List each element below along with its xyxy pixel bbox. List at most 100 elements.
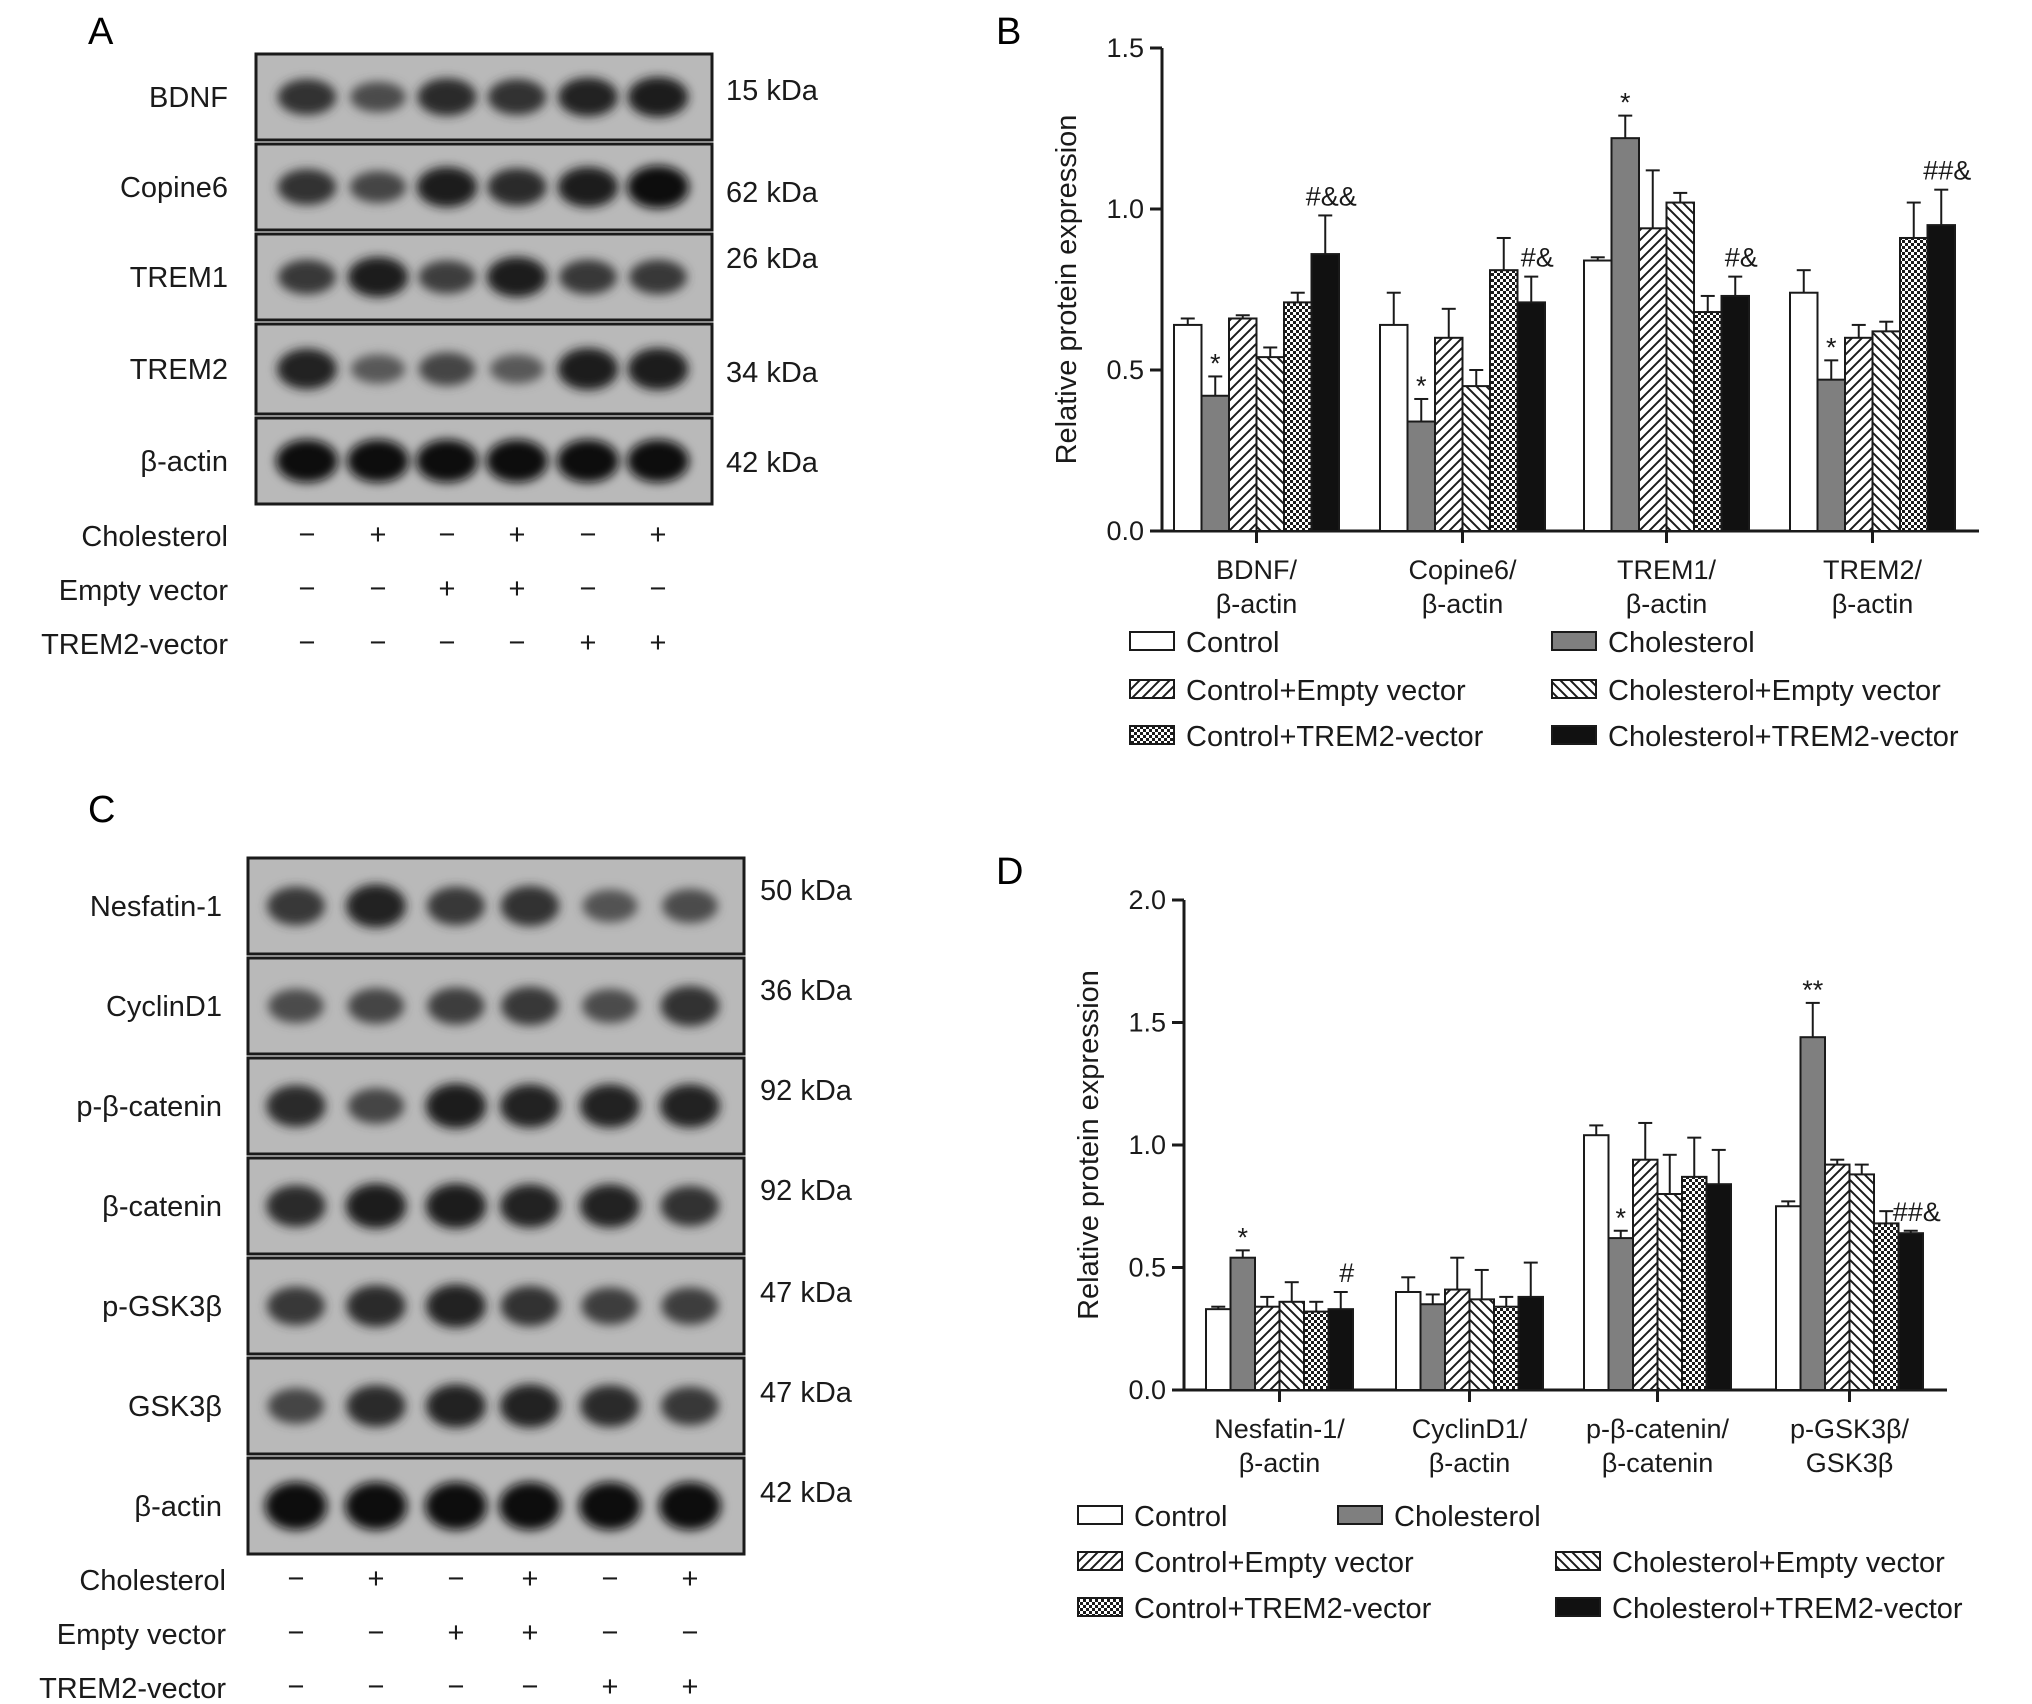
x-tick-label-line: β-catenin [1602, 1448, 1714, 1478]
blot-row-label: β-actin [134, 1491, 222, 1523]
treatment-sign: − [368, 1671, 385, 1703]
blot-row-label: p-GSK3β [102, 1291, 222, 1323]
treatment-sign: − [682, 1617, 699, 1649]
blot-band [500, 1384, 560, 1428]
significance-mark: ** [1802, 975, 1824, 1005]
blot-band [627, 165, 689, 209]
blot-band [346, 1285, 406, 1327]
bar [1844, 336, 1874, 532]
blot-kda-label: 62 kDa [726, 177, 819, 209]
bar [1720, 294, 1750, 532]
x-tick-label-line: p-β-catenin/ [1586, 1414, 1730, 1444]
bar [1926, 224, 1956, 532]
blot-row-label: Nesfatin-1 [90, 891, 222, 923]
blot-band [580, 1084, 640, 1128]
blot-band [579, 1482, 641, 1530]
y-tick-label: 0.0 [1128, 1375, 1166, 1405]
bar [1379, 323, 1409, 533]
blot-band [660, 1185, 720, 1227]
blot-band [345, 1183, 407, 1229]
treatment-sign: + [439, 573, 456, 605]
blot-kda-label: 47 kDa [760, 1377, 853, 1409]
bar [1775, 1205, 1802, 1391]
significance-mark: #&& [1306, 181, 1357, 211]
y-axis-title: Relative protein expression [1051, 115, 1083, 465]
blot-band [268, 988, 324, 1024]
legend-swatch [1551, 679, 1597, 699]
blot-band [267, 1286, 325, 1326]
blot-band [416, 439, 478, 483]
x-tick-label-line: Copine6/ [1408, 555, 1517, 585]
legend-label: Control [1134, 1501, 1228, 1533]
treatment-sign: − [602, 1617, 619, 1649]
legend-swatch [1555, 1597, 1601, 1617]
bar [1461, 385, 1491, 532]
bar [1303, 1310, 1330, 1391]
bar [1395, 1291, 1422, 1391]
treatment-sign: − [439, 627, 456, 659]
panel-letter-c: C [88, 789, 115, 831]
blot-row-label: β-actin [140, 446, 228, 478]
y-tick-label: 0.5 [1128, 1253, 1166, 1283]
legend-swatch [1077, 1505, 1123, 1525]
treatment-sign: − [288, 1671, 305, 1703]
legend-label: Cholesterol [1608, 627, 1755, 659]
legend-swatch [1551, 631, 1597, 651]
treatment-label: Cholesterol [79, 1565, 226, 1597]
blot-kda-label: 36 kDa [760, 975, 853, 1007]
blot-band [499, 1482, 561, 1530]
legend-label: Cholesterol+Empty vector [1608, 675, 1941, 707]
blot-kda-label: 47 kDa [760, 1277, 853, 1309]
treatment-sign: + [602, 1671, 619, 1703]
legend-swatch [1129, 679, 1175, 699]
bar-chart-d: 0.0 0.5 1.0 1.5 2.0 Relative protein expressi… [1073, 885, 1963, 1625]
treatment-sign: − [370, 627, 387, 659]
bar [1583, 1134, 1610, 1391]
treatment-sign: − [439, 519, 456, 551]
treatment-sign: − [299, 573, 316, 605]
significance-mark: * [1210, 348, 1221, 378]
western-blot-a: BDNF 15 kDa Copine6 62 kDa TREM1 26 kDa TREM2 3… [41, 52, 819, 661]
blot-row-label: CyclinD1 [106, 991, 222, 1023]
blot-row-label: TREM1 [130, 262, 228, 294]
significance-mark: #& [1725, 243, 1758, 273]
treatment-sign: − [509, 627, 526, 659]
blot-band [486, 256, 548, 298]
treatment-sign: − [650, 573, 667, 605]
x-tick-label: BDNF/β-actin [1216, 555, 1298, 619]
treatment-sign: + [509, 573, 526, 605]
blot-band [427, 886, 485, 926]
significance-mark: * [1620, 88, 1631, 118]
blot-band [266, 1085, 326, 1127]
legend-swatch [1129, 631, 1175, 651]
x-tick-label: Copine6/β-actin [1408, 555, 1517, 619]
blot-band [427, 987, 485, 1025]
blot-band [487, 78, 547, 116]
blot-kda-label: 15 kDa [726, 75, 819, 107]
bar [1638, 227, 1668, 532]
legend-swatch [1077, 1597, 1123, 1617]
blot-band [426, 1384, 486, 1428]
y-tick-label: 2.0 [1128, 885, 1166, 915]
treatment-sign: + [650, 627, 667, 659]
blot-band [660, 985, 720, 1027]
bar [1278, 1300, 1305, 1392]
x-tick-label: TREM2/β-actin [1823, 555, 1923, 619]
blot-band [662, 888, 718, 924]
significance-mark: * [1237, 1222, 1248, 1252]
significance-mark: # [1339, 1258, 1354, 1288]
blot-row-label: BDNF [149, 82, 228, 114]
blot-row-label: GSK3β [128, 1391, 222, 1423]
legend-swatch [1551, 725, 1597, 745]
bar [1873, 1222, 1900, 1392]
blot-band [267, 1388, 325, 1424]
blot-band [266, 1185, 326, 1227]
x-tick-label: p-β-catenin/β-catenin [1586, 1414, 1730, 1478]
blot-kda-label: 92 kDa [760, 1175, 853, 1207]
treatment-sign: + [650, 519, 667, 551]
treatment-sign: + [509, 519, 526, 551]
blot-band [558, 77, 618, 117]
treatment-sign: + [368, 1563, 385, 1595]
blot-band [489, 354, 545, 384]
blot-row-label: Copine6 [120, 172, 228, 204]
